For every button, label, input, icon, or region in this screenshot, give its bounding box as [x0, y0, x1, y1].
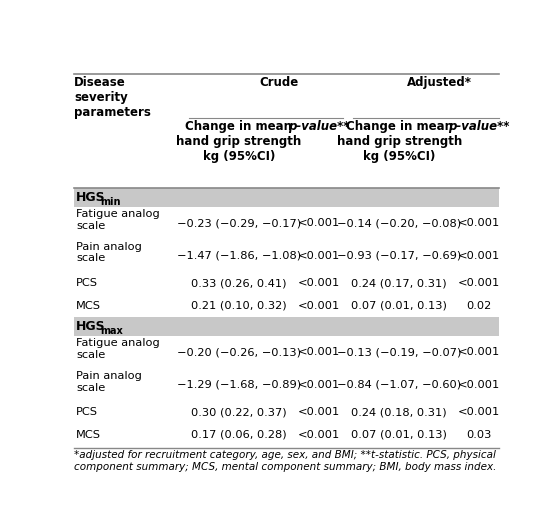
Text: <0.001: <0.001: [458, 380, 500, 390]
Text: Pain analog
scale: Pain analog scale: [77, 371, 142, 393]
Text: 0.07 (0.01, 0.13): 0.07 (0.01, 0.13): [351, 300, 447, 311]
Text: <0.001: <0.001: [298, 407, 340, 417]
Text: PCS: PCS: [77, 407, 98, 417]
Text: p-value**: p-value**: [288, 120, 350, 133]
Text: Crude: Crude: [259, 76, 299, 89]
Text: min: min: [100, 197, 121, 207]
Text: <0.001: <0.001: [458, 218, 500, 228]
Text: <0.001: <0.001: [458, 407, 500, 417]
Text: 0.30 (0.22, 0.37): 0.30 (0.22, 0.37): [191, 407, 287, 417]
Text: Adjusted*: Adjusted*: [407, 76, 472, 89]
Text: −0.93 (−0.17, −0.69): −0.93 (−0.17, −0.69): [337, 251, 461, 261]
Text: <0.001: <0.001: [298, 218, 340, 228]
Text: 0.02: 0.02: [467, 300, 492, 311]
Text: Disease
severity
parameters: Disease severity parameters: [74, 76, 151, 118]
Bar: [74, 188, 499, 207]
Text: <0.001: <0.001: [298, 251, 340, 261]
Text: 0.24 (0.18, 0.31): 0.24 (0.18, 0.31): [351, 407, 447, 417]
Text: <0.001: <0.001: [298, 430, 340, 440]
Text: <0.001: <0.001: [458, 278, 500, 288]
Text: max: max: [100, 326, 123, 336]
Text: −0.84 (−1.07, −0.60): −0.84 (−1.07, −0.60): [337, 380, 461, 390]
Text: Change in mean
hand grip strength
kg (95%CI): Change in mean hand grip strength kg (95…: [176, 120, 301, 163]
Text: HGS: HGS: [77, 191, 106, 204]
Text: <0.001: <0.001: [298, 278, 340, 288]
Text: 0.21 (0.10, 0.32): 0.21 (0.10, 0.32): [191, 300, 287, 311]
Text: *adjusted for recruitment category, age, sex, and BMI; **t-statistic. PCS, physi: *adjusted for recruitment category, age,…: [74, 450, 496, 472]
Text: PCS: PCS: [77, 278, 98, 288]
Text: p-value**: p-value**: [448, 120, 510, 133]
Text: Pain analog
scale: Pain analog scale: [77, 242, 142, 263]
Text: <0.001: <0.001: [298, 300, 340, 311]
Text: −1.47 (−1.86, −1.08): −1.47 (−1.86, −1.08): [177, 251, 301, 261]
Text: −0.23 (−0.29, −0.17): −0.23 (−0.29, −0.17): [177, 218, 301, 228]
Text: MCS: MCS: [77, 300, 101, 311]
Text: <0.001: <0.001: [458, 251, 500, 261]
Text: MCS: MCS: [77, 430, 101, 440]
Text: <0.001: <0.001: [458, 347, 500, 357]
Text: Fatigue analog
scale: Fatigue analog scale: [77, 339, 160, 360]
Text: −0.13 (−0.19, −0.07): −0.13 (−0.19, −0.07): [337, 347, 461, 357]
Text: <0.001: <0.001: [298, 347, 340, 357]
Text: 0.17 (0.06, 0.28): 0.17 (0.06, 0.28): [191, 430, 287, 440]
Text: <0.001: <0.001: [298, 380, 340, 390]
Text: 0.24 (0.17, 0.31): 0.24 (0.17, 0.31): [351, 278, 447, 288]
Text: Fatigue analog
scale: Fatigue analog scale: [77, 209, 160, 231]
Text: HGS: HGS: [77, 320, 106, 333]
Text: 0.33 (0.26, 0.41): 0.33 (0.26, 0.41): [191, 278, 287, 288]
Text: −0.14 (−0.20, −0.08): −0.14 (−0.20, −0.08): [337, 218, 461, 228]
Text: −1.29 (−1.68, −0.89): −1.29 (−1.68, −0.89): [177, 380, 301, 390]
Text: Change in mean
hand grip strength
kg (95%CI): Change in mean hand grip strength kg (95…: [337, 120, 462, 163]
Bar: [74, 317, 499, 336]
Text: −0.20 (−0.26, −0.13): −0.20 (−0.26, −0.13): [177, 347, 301, 357]
Text: 0.07 (0.01, 0.13): 0.07 (0.01, 0.13): [351, 430, 447, 440]
Text: 0.03: 0.03: [467, 430, 492, 440]
